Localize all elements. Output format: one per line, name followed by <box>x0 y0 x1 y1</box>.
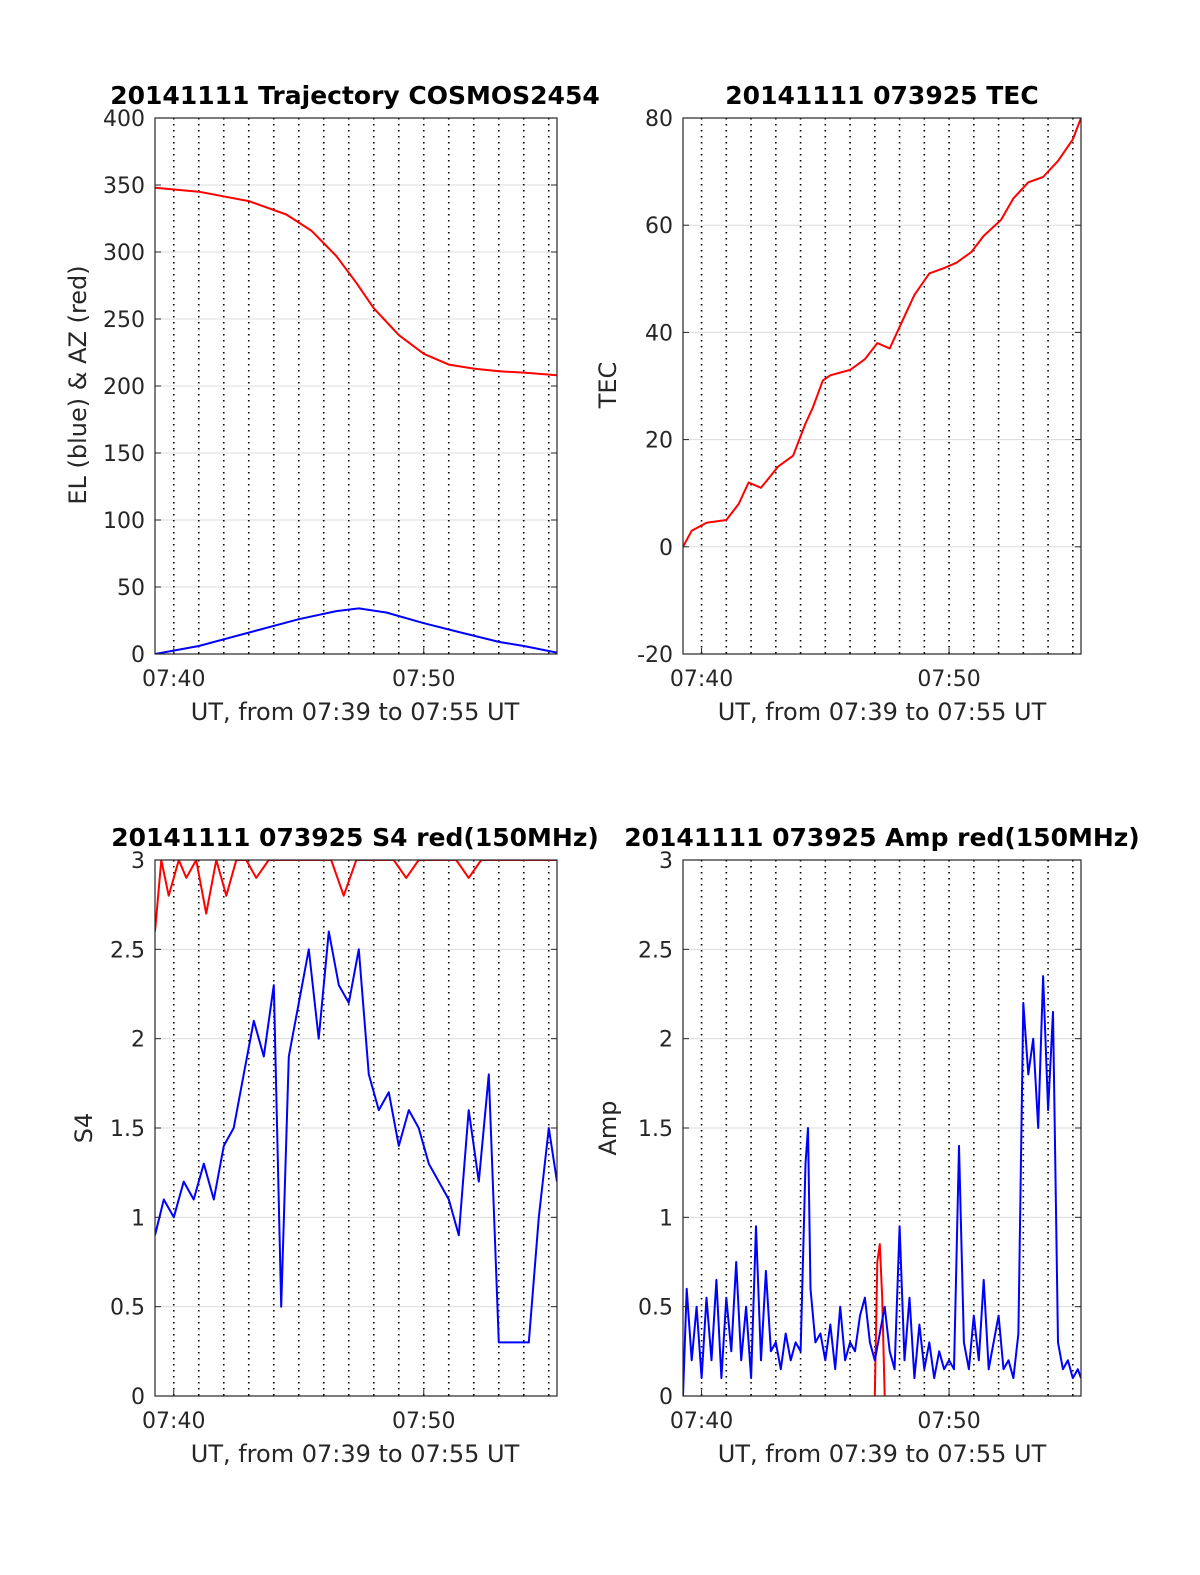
tec-ytick-label: 20 <box>645 429 673 454</box>
tec-axes-box <box>682 117 1082 655</box>
s4-ytick-label: 0.5 <box>110 1296 145 1321</box>
amp-xtick-label: 07:50 <box>917 1409 980 1434</box>
amp-title: 20141111 073925 Amp red(150MHz) <box>624 823 1140 852</box>
s4-ylabel: S4 <box>70 1113 98 1144</box>
trajectory-ytick-label: 50 <box>117 576 145 601</box>
s4-ytick-label: 1 <box>131 1206 145 1231</box>
tec-ytick-label: 40 <box>645 321 673 346</box>
amp-panel: 20141111 073925 Amp red(150MHz) UT, from… <box>594 823 1140 1468</box>
s4-xtick-label: 07:40 <box>142 1409 205 1434</box>
s4-ytick-label: 3 <box>131 849 145 874</box>
s4-xlabel: UT, from 07:39 to 07:55 UT <box>191 1440 520 1468</box>
trajectory-ylabel: EL (blue) & AZ (red) <box>64 265 92 504</box>
tec-ytick-label: 0 <box>659 536 673 561</box>
trajectory-xlabel: UT, from 07:39 to 07:55 UT <box>191 698 520 726</box>
s4-panel: 20141111 073925 S4 red(150MHz) UT, from … <box>70 823 599 1468</box>
tec-ytick-label: 80 <box>645 107 673 132</box>
amp-ytick-label: 1 <box>659 1206 673 1231</box>
s4-title: 20141111 073925 S4 red(150MHz) <box>111 823 599 852</box>
tec-xtick-label: 07:50 <box>917 667 980 692</box>
trajectory-ytick-label: 400 <box>103 107 145 132</box>
amp-ytick-label: 2.5 <box>638 938 673 963</box>
tec-ylabel: TEC <box>594 362 622 410</box>
trajectory-series-0-line <box>155 186 557 377</box>
tec-xlabel: UT, from 07:39 to 07:55 UT <box>718 698 1047 726</box>
s4-ytick-label: 2.5 <box>110 938 145 963</box>
amp-ytick-label: 2 <box>659 1028 673 1053</box>
tec-ytick-label: -20 <box>637 643 673 668</box>
tec-ytick-label: 60 <box>645 214 673 239</box>
trajectory-ytick-label: 150 <box>103 442 145 467</box>
amp-ylabel: Amp <box>594 1100 622 1155</box>
s4-ytick-label: 2 <box>131 1028 145 1053</box>
trajectory-xtick-label: 07:40 <box>142 667 205 692</box>
amp-ytick-label: 1.5 <box>638 1117 673 1142</box>
trajectory-ytick-label: 200 <box>103 375 145 400</box>
trajectory-ytick-label: 350 <box>103 174 145 199</box>
trajectory-panel: 20141111 Trajectory COSMOS2454 UT, from … <box>64 81 600 726</box>
s4-xtick-label: 07:50 <box>392 1409 455 1434</box>
amp-ytick-label: 3 <box>659 849 673 874</box>
s4-series-0-line <box>155 860 557 932</box>
amp-ytick-label: 0.5 <box>638 1296 673 1321</box>
amp-series-0-line <box>873 1243 886 1396</box>
s4-ytick-label: 1.5 <box>110 1117 145 1142</box>
trajectory-ytick-label: 100 <box>103 509 145 534</box>
trajectory-series-1-line <box>155 607 557 654</box>
tec-panel: 20141111 073925 TEC UT, from 07:39 to 07… <box>594 81 1082 726</box>
trajectory-ytick-label: 0 <box>131 643 145 668</box>
amp-series-1-line <box>683 975 1081 1396</box>
s4-series-1-line <box>155 930 557 1344</box>
trajectory-xtick-label: 07:50 <box>392 667 455 692</box>
tec-series-0-line <box>683 118 1081 548</box>
trajectory-title: 20141111 Trajectory COSMOS2454 <box>110 81 600 110</box>
tec-title: 20141111 073925 TEC <box>725 81 1038 110</box>
trajectory-ytick-label: 300 <box>103 241 145 266</box>
s4-ytick-label: 0 <box>131 1385 145 1410</box>
tec-xtick-label: 07:40 <box>670 667 733 692</box>
trajectory-ytick-label: 250 <box>103 308 145 333</box>
amp-ytick-label: 0 <box>659 1385 673 1410</box>
amp-xtick-label: 07:40 <box>670 1409 733 1434</box>
amp-xlabel: UT, from 07:39 to 07:55 UT <box>718 1440 1047 1468</box>
